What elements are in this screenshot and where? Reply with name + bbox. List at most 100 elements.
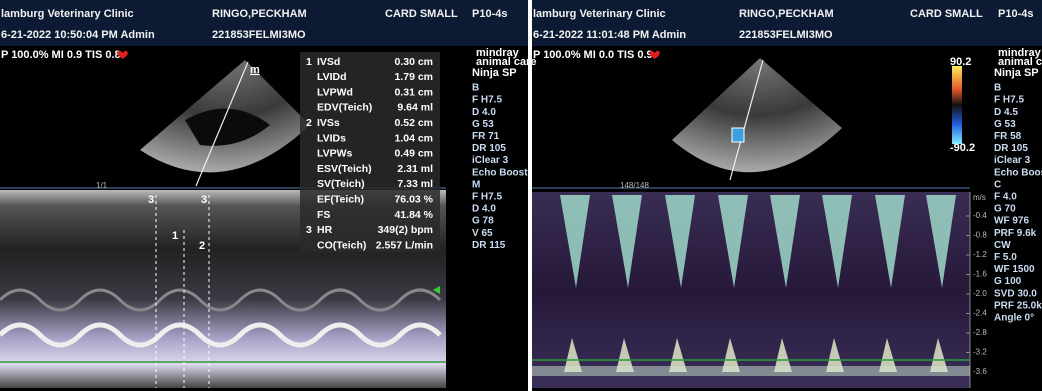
m-line [195, 61, 249, 187]
header-bar [532, 0, 1042, 46]
date-time: 6-21-2022 10:50:04 PM Admin [1, 29, 155, 41]
measure-index: 2 [306, 117, 312, 129]
measure-value: 349(2) bpm [378, 224, 433, 236]
setting: G 78 [472, 216, 494, 227]
measure-label: IVSs [317, 117, 340, 129]
spike-base [930, 338, 948, 372]
status: P 100.0% MI 0.0 TIS 0.9 [533, 49, 653, 61]
measure-value: 9.64 ml [397, 102, 433, 114]
spike-base [722, 338, 740, 372]
spike [822, 195, 852, 288]
setting: C [994, 179, 1001, 190]
baseline-band [532, 366, 970, 376]
scale-label: -0.4 [973, 211, 987, 220]
color-bar [952, 66, 962, 144]
measure-value: 2.31 ml [397, 163, 433, 175]
measure-value: 0.30 cm [394, 56, 433, 68]
setting: DR 115 [472, 240, 506, 251]
patient-id: 221853FELMI3MO [212, 29, 306, 41]
sector-image [672, 58, 842, 173]
scale-label: -2.4 [973, 309, 987, 318]
setting: F H7.5 [994, 95, 1024, 106]
heart-icon [649, 50, 660, 59]
measure-value: 1.04 cm [394, 132, 433, 144]
frame-counter: 1/1 [96, 181, 108, 190]
brand-sub: animal care [998, 56, 1042, 68]
spike [560, 195, 590, 288]
setting: F 4.0 [994, 192, 1017, 203]
sample-gate [731, 127, 745, 143]
measure-label: IVSd [317, 56, 340, 68]
sector-marker: m [250, 64, 260, 76]
setting: M [472, 179, 480, 190]
m-mode-trace [0, 322, 442, 348]
clinic-name: lamburg Veterinary Clinic [533, 8, 666, 20]
setting: F 5.0 [994, 252, 1017, 263]
setting: DR 105 [994, 143, 1028, 154]
measure-value: 7.33 ml [397, 178, 433, 190]
spike [770, 195, 800, 288]
spike [665, 195, 695, 288]
setting: iClear 3 [472, 155, 509, 166]
setting: WF 1500 [994, 264, 1035, 275]
setting: FR 58 [994, 131, 1022, 142]
setting: Angle 0° [994, 313, 1034, 324]
frame-counter: 148/148 [620, 181, 649, 190]
setting: B [994, 83, 1001, 94]
setting: PRF 9.6k [994, 228, 1037, 239]
measure-label: LVIDs [317, 132, 346, 144]
caliper-label: 1 [172, 230, 178, 242]
scale-label: -1.6 [973, 270, 987, 279]
setting: D 4.0 [472, 204, 496, 215]
measure-label: LVIDd [317, 71, 347, 83]
spike-base [826, 338, 844, 372]
measure-value: 41.84 % [394, 209, 433, 221]
scale-label: -2.8 [973, 328, 987, 337]
scale-label: -1.2 [973, 250, 987, 259]
setting: G 70 [994, 204, 1016, 215]
cursor-label: 3 [201, 194, 207, 206]
measure-value: 1.79 cm [394, 71, 433, 83]
spike [718, 195, 748, 288]
spike [926, 195, 956, 288]
patient-id: 221853FELMI3MO [739, 29, 833, 41]
cursor-label: 3 [148, 194, 154, 206]
measure-index: 1 [306, 56, 312, 68]
setting: SVD 30.0 [994, 288, 1037, 299]
probe: P10-4s [998, 8, 1033, 20]
spike-base [879, 338, 897, 372]
measure-value: 76.03 % [394, 193, 433, 205]
measure-label: LVPWs [317, 148, 353, 160]
heart-icon [117, 50, 128, 59]
setting: G 53 [472, 119, 494, 130]
caliper-label: 2 [199, 240, 205, 252]
spike-base [564, 338, 582, 372]
scale-label: -3.2 [973, 348, 987, 357]
focus-marker [433, 286, 440, 294]
spike [875, 195, 905, 288]
measure-label: FS [317, 209, 330, 221]
clinic-name: lamburg Veterinary Clinic [1, 8, 134, 20]
preset: CARD SMALL [385, 8, 458, 20]
measure-label: HR [317, 224, 333, 236]
colorbar-max: 90.2 [950, 56, 971, 68]
setting: Echo Boost [994, 167, 1042, 178]
setting: Echo Boost [472, 167, 528, 178]
colorbar-min: -90.2 [950, 142, 975, 154]
measurement-box [300, 52, 440, 252]
spike-base [774, 338, 792, 372]
preset: CARD SMALL [910, 8, 983, 20]
spike-base [669, 338, 687, 372]
setting: CW [994, 240, 1011, 251]
cursor-line [729, 59, 764, 181]
doppler-spikes [560, 195, 956, 372]
setting: D 4.5 [994, 107, 1018, 118]
brand-logo: mindray [476, 47, 520, 59]
measure-label: SV(Teich) [317, 178, 365, 190]
measure-label: EF(Teich) [317, 193, 364, 205]
m-mode-trace [0, 288, 442, 312]
date-time: 6-21-2022 11:01:48 PM Admin [533, 29, 686, 41]
scale-label: -2.0 [973, 289, 987, 298]
measure-label: CO(Teich) [317, 239, 366, 251]
